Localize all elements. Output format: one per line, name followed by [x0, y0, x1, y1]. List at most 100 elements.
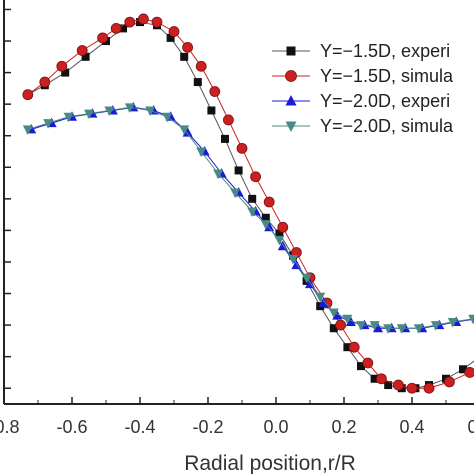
series-1-point — [357, 362, 365, 371]
x-tick-label: 0.6 — [467, 417, 474, 437]
series-2-point — [277, 221, 289, 233]
x-tick-label: -0.8 — [0, 417, 20, 437]
legend-label: Y=−2.0D, experi — [320, 91, 450, 111]
series-4-line — [27, 106, 474, 329]
series-1-point — [370, 374, 379, 383]
series-2-point — [348, 341, 360, 353]
series-2-point — [110, 23, 122, 34]
series-2-point — [124, 16, 136, 28]
series-1-point — [329, 324, 338, 333]
series-1-point — [81, 52, 90, 61]
series-2-point — [406, 382, 418, 394]
x-tick-label: -0.4 — [124, 417, 155, 437]
x-tick-label: -0.2 — [192, 417, 223, 437]
series-1-point — [459, 365, 467, 374]
series-4-point — [274, 235, 285, 246]
series-4-point — [63, 112, 74, 123]
series-2-point — [137, 13, 149, 25]
legend-marker — [285, 70, 297, 82]
series-3-point — [264, 221, 275, 232]
series-4-point — [430, 321, 441, 331]
legend-label: Y=−1.5D, simula — [320, 66, 454, 86]
series-4-point — [104, 106, 115, 116]
series-2-point — [97, 32, 108, 44]
series-1-point — [119, 24, 127, 33]
series-4-point — [328, 308, 339, 318]
x-tick-label: -0.6 — [56, 417, 87, 437]
series-4-point — [162, 112, 173, 123]
series-1-point — [384, 381, 393, 390]
series-3 — [26, 101, 474, 333]
x-axis-title: Radial position,r/R — [184, 452, 356, 474]
series-2-point — [464, 367, 474, 378]
series-3-point — [332, 310, 343, 320]
series-2-point — [209, 86, 221, 97]
series-1-point — [221, 134, 229, 143]
series-2-point — [423, 382, 435, 394]
series-2-point — [263, 196, 275, 208]
series-4-point — [84, 109, 94, 120]
series-4-point — [288, 254, 298, 265]
series-4-point — [22, 125, 33, 135]
legend-item-4: Y=−2.0D, simula — [272, 116, 454, 136]
series-4-point — [260, 220, 271, 230]
series-1-point — [261, 213, 270, 222]
series-2-point — [76, 45, 88, 56]
series-1-point — [275, 229, 284, 238]
legend-label: Y=−1.5D, experi — [320, 41, 450, 61]
series-4-point — [230, 188, 241, 199]
series-4-point — [342, 314, 353, 325]
legend-label: Y=−2.0D, simula — [320, 116, 454, 136]
series-4-point — [124, 103, 135, 113]
series-2-point — [39, 76, 51, 88]
series-2-point — [151, 16, 163, 28]
series-2-point — [375, 373, 387, 385]
series-1-point — [166, 33, 175, 42]
series-2-point — [250, 171, 262, 183]
series-1-point — [234, 166, 243, 175]
series-2-point — [56, 60, 68, 72]
series-1-point — [343, 343, 352, 352]
series-3-point — [318, 297, 329, 307]
series-1-point — [180, 52, 189, 61]
series-4-point — [196, 147, 207, 157]
legend-marker — [286, 46, 296, 56]
x-tick-label: 0.2 — [331, 417, 356, 437]
legend-marker — [285, 121, 297, 132]
x-tick-label: 0.4 — [399, 417, 424, 437]
legend-marker — [285, 95, 297, 106]
series-4-point — [447, 317, 458, 328]
series-4-point — [413, 324, 424, 334]
series-4 — [22, 103, 474, 334]
series-3-line — [31, 106, 474, 329]
legend-item-1: Y=−1.5D, experi — [272, 41, 450, 61]
series-2-point — [22, 89, 34, 101]
series-2-point — [195, 60, 207, 72]
series-2-point — [335, 319, 347, 331]
series-4-point — [468, 314, 474, 325]
series-1-point — [193, 78, 202, 87]
series-4-point — [179, 125, 190, 135]
series-2-point — [362, 357, 374, 369]
legend-item-2: Y=−1.5D, simula — [272, 66, 454, 86]
series-4-point — [213, 169, 224, 180]
x-tick-label: 0.0 — [263, 417, 288, 437]
series-4-point — [247, 207, 258, 217]
series-layer — [22, 13, 474, 394]
series-4-point — [145, 106, 156, 116]
series-2-point — [392, 379, 404, 391]
axis-layer: -0.8 -0.6 -0.4 -0.2 0.0 0.2 0.4 0.6 — [0, 0, 474, 437]
series-4-point — [315, 292, 326, 303]
series-3-point — [373, 322, 383, 333]
series-2-point — [236, 142, 248, 154]
legend-item-3: Y=−2.0D, experi — [272, 91, 450, 111]
series-3-point — [182, 127, 193, 137]
series-1-point — [207, 106, 216, 115]
series-2-point — [443, 376, 455, 388]
series-4-point — [383, 324, 394, 334]
series-2-point — [168, 26, 180, 37]
series-4-point — [396, 324, 407, 334]
series-3-point — [345, 316, 356, 326]
series-2-point — [222, 114, 234, 126]
